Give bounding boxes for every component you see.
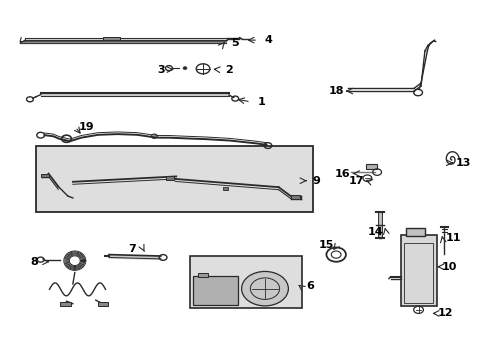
Text: 19: 19 [78,122,94,132]
Text: 4: 4 [264,35,272,45]
Bar [41,174,49,177]
Text: 1: 1 [257,97,265,107]
Bar [60,302,71,306]
Text: 9: 9 [312,176,320,186]
Bar [189,256,302,309]
Bar [222,187,228,190]
Bar [404,243,432,303]
Text: 17: 17 [348,176,364,186]
Text: 10: 10 [441,262,456,272]
Bar [193,276,238,305]
Circle shape [241,271,288,306]
Text: 6: 6 [306,281,314,291]
Text: 14: 14 [366,227,382,237]
Text: 15: 15 [318,240,333,250]
Text: 13: 13 [454,158,469,168]
Bar [400,234,436,306]
Text: 2: 2 [224,64,232,75]
Bar [290,195,299,199]
Text: 3: 3 [158,64,165,75]
Bar [198,273,207,277]
Bar [103,37,120,40]
Text: 16: 16 [334,168,350,179]
Bar [406,228,424,236]
Text: 5: 5 [230,38,238,48]
Circle shape [183,67,186,69]
Text: 18: 18 [328,86,343,96]
Bar [98,302,108,306]
Text: 12: 12 [437,309,452,318]
Text: 8: 8 [30,257,38,267]
Bar [36,146,312,212]
Bar [366,164,376,169]
Text: 7: 7 [128,244,136,254]
Text: 11: 11 [445,233,460,243]
Bar [166,176,174,180]
